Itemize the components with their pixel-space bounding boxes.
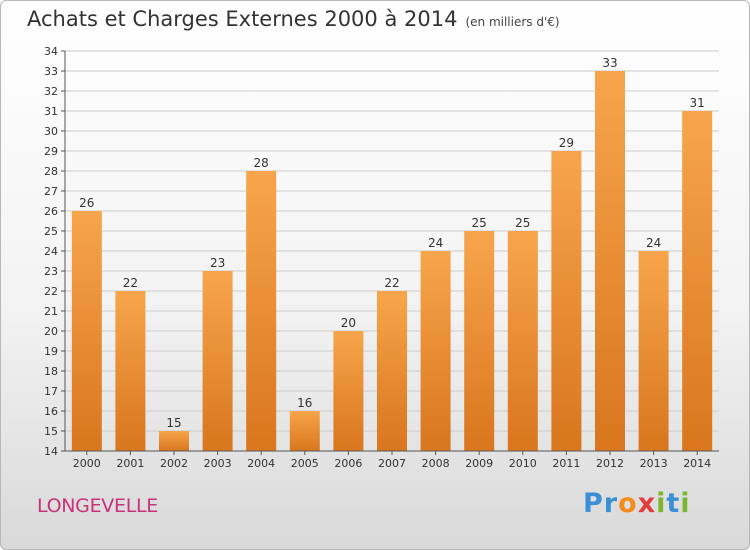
bar [115,291,146,451]
y-tick-label: 19 [44,345,58,358]
x-tick-label: 2009 [465,457,493,470]
value-label: 29 [559,136,574,150]
value-label: 15 [166,416,181,430]
y-tick-label: 32 [44,85,58,98]
y-tick-label: 14 [44,445,58,458]
logo-letter: o [618,488,638,519]
y-tick-label: 22 [44,285,58,298]
y-tick-label: 34 [44,45,58,58]
x-tick-label: 2001 [116,457,144,470]
x-tick-label: 2012 [596,457,624,470]
y-tick-label: 21 [44,305,58,318]
value-label: 20 [341,316,356,330]
x-tick-label: 2000 [73,457,101,470]
y-tick-label: 30 [44,125,58,138]
value-label: 25 [472,216,487,230]
bar [333,331,364,451]
logo-letter: r [603,488,619,519]
chart-title: Achats et Charges Externes 2000 à 2014 (e… [27,7,560,31]
y-tick-label: 17 [44,385,58,398]
x-tick-label: 2005 [291,457,319,470]
y-tick-label: 15 [44,425,58,438]
x-tick-label: 2013 [640,457,668,470]
x-tick-label: 2002 [160,457,188,470]
x-tick-label: 2006 [334,457,362,470]
x-tick-label: 2008 [422,457,450,470]
x-tick-label: 2010 [509,457,537,470]
value-label: 33 [602,56,617,70]
unit-label: (en milliers d'€) [465,15,560,29]
value-label: 24 [646,236,661,250]
y-tick-label: 24 [44,245,58,258]
y-tick-label: 23 [44,265,58,278]
value-label: 26 [79,196,94,210]
bar [551,151,582,451]
y-tick-label: 29 [44,145,58,158]
value-label: 31 [690,96,705,110]
value-label: 23 [210,256,225,270]
logo-letter: P [583,488,604,519]
bar [595,71,625,451]
y-tick-label: 26 [44,205,58,218]
x-tick-label: 2004 [247,457,275,470]
y-tick-label: 27 [44,185,58,198]
logo-letter: t [666,488,681,519]
logo-letter: i [656,488,667,519]
y-tick-label: 16 [44,405,58,418]
proxiti-logo: Proxiti [583,488,691,519]
value-label: 22 [384,276,399,290]
x-tick-label: 2014 [683,457,711,470]
y-tick-label: 20 [44,325,58,338]
value-label: 22 [123,276,138,290]
value-label: 28 [254,156,269,170]
bar [246,171,277,451]
bars: 26 22 15 23 28 16 20 22 24 25 25 29 33 24 31 [71,56,713,451]
bar [289,411,320,451]
logo-letter: x [637,488,657,519]
axes: 14 15 16 17 18 19 20 21 22 23 24 25 26 27 28 29 30 31 32 33… [44,45,719,470]
value-label: 16 [297,396,312,410]
x-tick-label: 2007 [378,457,406,470]
y-tick-label: 18 [44,365,58,378]
bar [420,251,451,451]
bar [71,211,102,451]
bar [377,291,407,451]
x-tick-label: 2003 [204,457,232,470]
y-tick-label: 28 [44,165,58,178]
title-text: Achats et Charges Externes 2000 à 2014 [27,7,458,31]
bar [638,251,669,451]
bar [159,431,189,451]
x-tick-label: 2011 [552,457,580,470]
y-tick-label: 25 [44,225,58,238]
y-tick-label: 33 [44,65,58,78]
bar [682,111,713,451]
value-label: 24 [428,236,443,250]
logo-letter: i [680,488,691,519]
bar [464,231,495,451]
value-label: 25 [515,216,530,230]
bar [507,231,538,451]
y-tick-label: 31 [44,105,58,118]
bar [202,271,233,451]
place-name: LONGEVELLE [37,495,158,517]
